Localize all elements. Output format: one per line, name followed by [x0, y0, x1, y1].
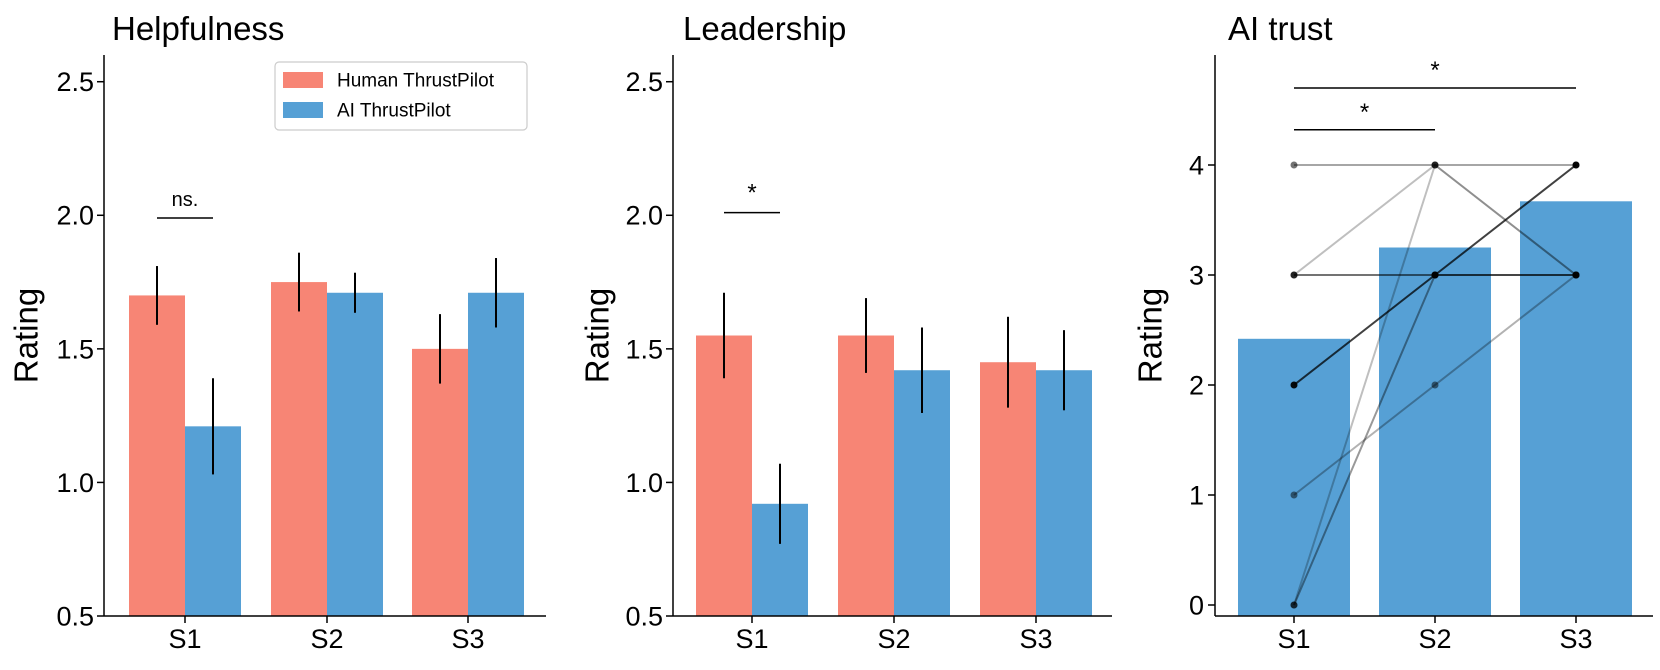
y-tick-label: 4 — [1189, 150, 1204, 180]
chart-title: Helpfulness — [112, 10, 284, 47]
y-tick-label: 0.5 — [625, 601, 663, 631]
participant-point — [1572, 161, 1580, 169]
ai-bar-s2 — [327, 292, 383, 616]
legend: Human ThrustPilot AI ThrustPilot — [274, 61, 528, 131]
significance-label: * — [1430, 57, 1439, 84]
y-tick-label: 2.5 — [625, 67, 663, 97]
participant-point — [1431, 381, 1439, 389]
x-tick-label-s1: S1 — [735, 624, 768, 654]
x-tick-label-s3: S3 — [1019, 624, 1052, 654]
x-tick-label-s3: S3 — [451, 624, 484, 654]
y-axis-label: Rating — [1132, 288, 1169, 383]
ai-trust-bar-s1 — [1238, 338, 1350, 616]
y-axis-label: Rating — [8, 288, 45, 383]
participant-line-4 — [1293, 163, 1577, 606]
panel-3: AI trust Rating 0 1 2 3 4 S1 S2 S3 * * — [1132, 10, 1653, 654]
participant-point — [1431, 161, 1439, 169]
y-tick-label: 1.0 — [56, 468, 94, 498]
human-bar-s3 — [412, 348, 468, 616]
y-tick-label: 0.5 — [56, 601, 94, 631]
participant-point — [1290, 161, 1298, 169]
x-tick-label-s2: S2 — [310, 624, 343, 654]
y-tick-label: 2.0 — [625, 201, 663, 231]
human-bar-s1 — [129, 295, 185, 616]
panel-2: Leadership Rating 0.5 1.0 1.5 2.0 2.5 S1 S2 S3 * — [579, 10, 1112, 654]
y-tick-label: 1 — [1189, 480, 1204, 510]
y-tick-label: 2.5 — [56, 67, 94, 97]
ai-bar-s3 — [468, 292, 524, 616]
ai-bar-s3 — [1036, 370, 1092, 616]
participant-point — [1431, 161, 1439, 169]
participant-point — [1290, 601, 1298, 609]
human-bar-s2 — [838, 335, 894, 616]
y-tick-label: 1.5 — [625, 334, 663, 364]
participant-point — [1290, 271, 1298, 279]
participant-point — [1431, 271, 1439, 279]
significance-label: * — [1360, 99, 1369, 126]
human-bar-s1 — [696, 335, 752, 616]
chart-title: AI trust — [1228, 10, 1333, 47]
y-tick-label: 1.5 — [56, 334, 94, 364]
legend-swatch — [283, 72, 323, 88]
y-tick-label: 3 — [1189, 260, 1204, 290]
legend-swatch — [283, 102, 323, 118]
x-tick-label-s2: S2 — [877, 624, 910, 654]
ai-trust-bar-s3 — [1520, 201, 1632, 617]
panel-1: Helpfulness Rating 0.5 1.0 1.5 2.0 2.5 S1 S2 S3 ns… — [8, 10, 546, 654]
chart-title: Leadership — [683, 10, 846, 47]
legend-entry: Human ThrustPilot — [337, 71, 495, 92]
x-tick-label-s1: S1 — [168, 624, 201, 654]
y-tick-label: 2.0 — [56, 201, 94, 231]
y-tick-label: 2 — [1189, 370, 1204, 400]
legend-frame — [274, 61, 528, 131]
participant-point — [1290, 381, 1298, 389]
x-tick-label-s1: S1 — [1277, 624, 1310, 654]
legend-entry: AI ThrustPilot — [337, 101, 451, 122]
y-axis-label: Rating — [579, 288, 616, 383]
y-tick-label: 1.0 — [625, 468, 663, 498]
participant-line-2 — [1293, 163, 1577, 276]
x-tick-label-s2: S2 — [1418, 624, 1451, 654]
x-tick-label-s3: S3 — [1559, 624, 1592, 654]
participant-point — [1572, 271, 1580, 279]
significance-label: ns. — [172, 189, 199, 211]
y-tick-label: 0 — [1189, 590, 1204, 620]
participant-point — [1431, 161, 1439, 169]
ai-trust-bar-s2 — [1379, 247, 1491, 616]
significance-label: * — [747, 180, 756, 207]
participant-point — [1290, 491, 1298, 499]
human-bar-s2 — [271, 282, 327, 616]
